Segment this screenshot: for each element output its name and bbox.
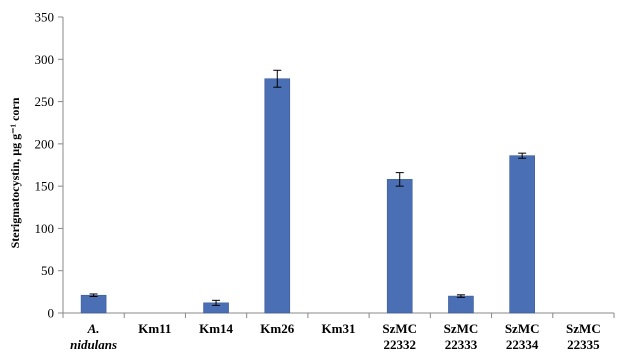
x-category-label: SzMC [505,321,540,336]
x-category-label: A. [87,321,100,336]
y-tick-label: 150 [35,179,55,194]
y-tick-label: 350 [35,10,55,25]
x-category-label: nidulans [70,337,117,352]
x-category-label: 22334 [506,337,539,352]
x-category-label: 22332 [383,337,416,352]
y-axis-ticks: 0 50 100 150 200 250 300 350 [35,10,615,321]
y-tick-label: 250 [35,94,55,109]
x-category-label: Km26 [260,321,294,336]
y-axis-title: Sterigmatocystin, µg g⁻¹ corn [8,97,22,248]
x-category-label: 22335 [567,337,600,352]
bar [80,294,107,314]
bar [264,78,291,314]
x-category-label: SzMC [444,321,479,336]
x-category-label: Km14 [199,321,233,336]
x-category-label: Km11 [138,321,171,336]
x-category-label: 22333 [445,337,478,352]
x-category-label: Km31 [322,321,356,336]
y-tick-label: 100 [35,221,55,236]
x-category-label: SzMC [566,321,601,336]
y-tick-label: 300 [35,52,55,67]
x-category-label: SzMC [382,321,417,336]
y-tick-label: 200 [35,136,55,151]
bars-group [80,69,535,314]
bar [448,295,474,314]
bar [386,179,413,314]
y-tick-label: 0 [48,306,55,321]
y-tick-label: 50 [41,263,54,278]
bar [509,155,535,314]
